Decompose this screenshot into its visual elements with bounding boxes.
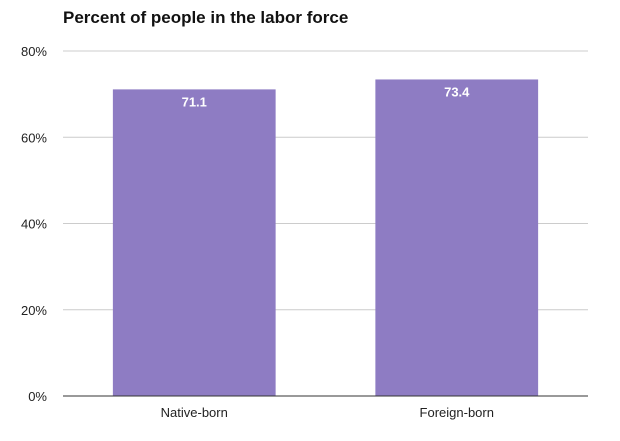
data-labels: 71.1 73.4: [182, 84, 471, 109]
data-label: 71.1: [182, 94, 207, 109]
y-tick-label: 60%: [21, 130, 47, 145]
bar: [112, 89, 276, 396]
y-axis-ticks: 0% 20% 40% 60% 80%: [21, 44, 47, 404]
chart-title: Percent of people in the labor force: [63, 8, 349, 27]
y-tick-label: 80%: [21, 44, 47, 59]
y-tick-label: 40%: [21, 217, 47, 232]
x-tick-label: Native-born: [161, 405, 228, 420]
bars: [112, 79, 539, 397]
bar: [375, 79, 539, 397]
x-axis-ticks: Native-born Foreign-born: [161, 405, 494, 420]
y-tick-label: 20%: [21, 303, 47, 318]
data-label: 73.4: [444, 84, 470, 99]
y-tick-label: 0%: [28, 389, 47, 404]
x-tick-label: Foreign-born: [420, 405, 494, 420]
